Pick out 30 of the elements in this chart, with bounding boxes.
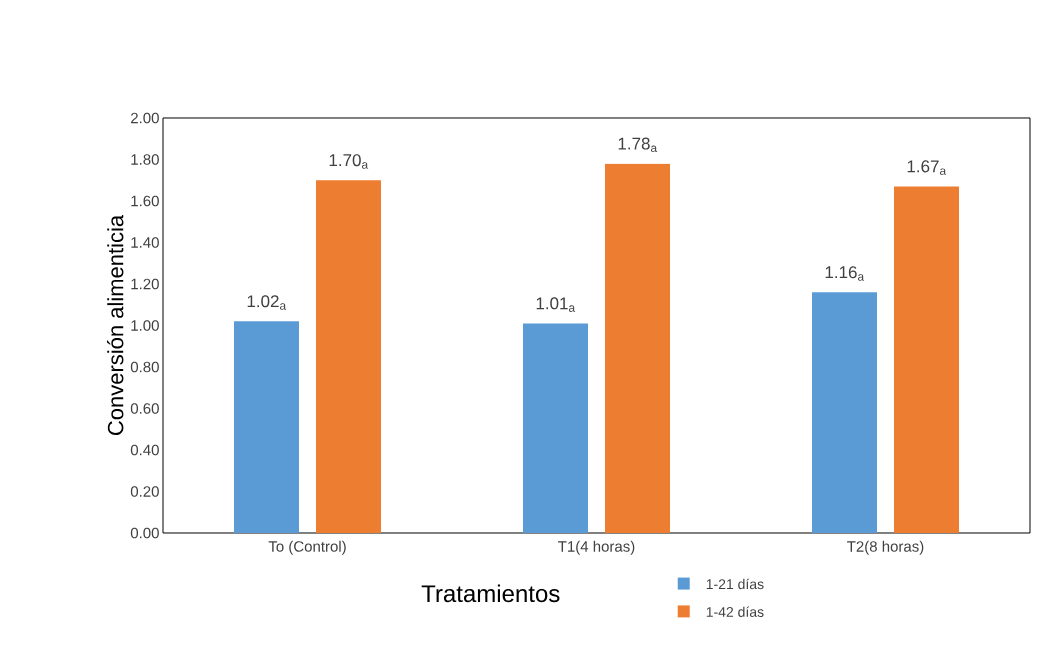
bar: [523, 323, 589, 533]
y-tick-label: 0.40: [130, 444, 159, 456]
data-label: 1.16$_{a}$: [825, 266, 865, 281]
y-axis-title: Conversión alimenticia: [107, 214, 124, 436]
data-label: 1.01$_{a}$: [536, 297, 576, 312]
x-tick-label: T2(8 horas): [847, 540, 924, 555]
y-tick-label: 1.60: [131, 195, 159, 207]
bar: [812, 292, 877, 533]
x-tick-label: To (Control): [268, 540, 346, 555]
data-label: 1.78$_{a}$: [618, 137, 658, 153]
x-tick-label: T1(4 horas): [558, 540, 635, 555]
y-tick-label: 1.00: [131, 320, 159, 331]
y-tick-label: 0.20: [130, 486, 159, 497]
data-label: 1.67$_{a}$: [907, 160, 947, 175]
y-tick-label: 0.80: [130, 361, 159, 373]
y-tick-label: 1.40: [131, 237, 159, 248]
x-axis-title: Tratamientos: [421, 584, 560, 603]
y-tick-label: 2.00: [131, 112, 159, 124]
bar: [316, 180, 382, 533]
y-tick-label: 1.80: [131, 154, 159, 165]
legend-label: 1-21 días: [706, 578, 764, 590]
bar: [605, 163, 670, 533]
data-label: 1.70$_{a}$: [329, 154, 369, 169]
data-label: 1.02$_{a}$: [247, 295, 287, 310]
legend-label: 1-42 días: [706, 606, 764, 617]
y-tick-label: 1.20: [131, 278, 159, 290]
y-tick-label: 0.60: [130, 403, 159, 414]
bar: [234, 321, 300, 533]
bar: [894, 186, 959, 533]
y-tick-label: 0.00: [130, 527, 159, 539]
